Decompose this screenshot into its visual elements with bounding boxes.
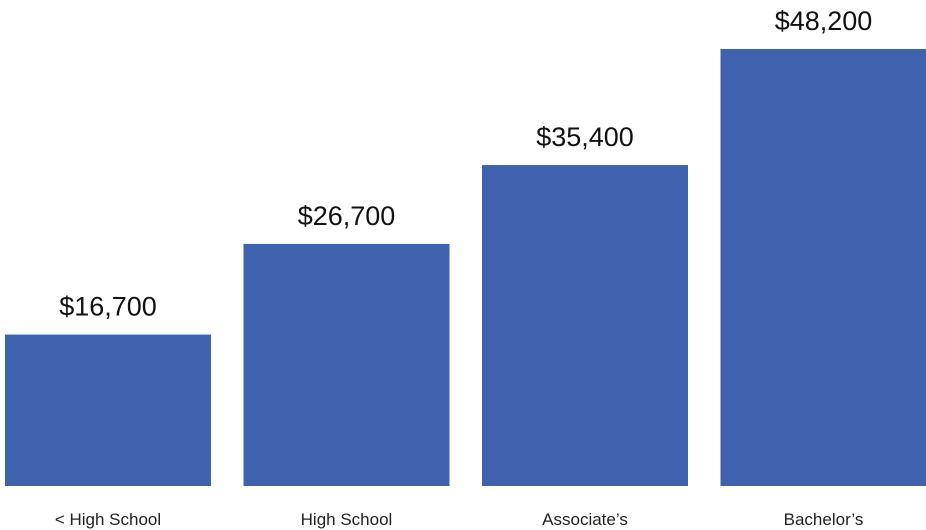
category-label-0: < High School <box>55 510 161 529</box>
bar-0 <box>5 334 211 486</box>
category-label-2: Associate’s <box>542 510 628 529</box>
category-label-3: Bachelor’s <box>784 510 864 529</box>
value-label-1: $26,700 <box>298 201 396 231</box>
category-label-1: High School <box>301 510 393 529</box>
bar-2 <box>482 165 688 486</box>
value-label-0: $16,700 <box>59 292 157 322</box>
value-label-3: $48,200 <box>775 6 873 36</box>
bars-group <box>5 49 926 486</box>
value-labels-group: $16,700 $26,700 $35,400 $48,200 <box>59 6 872 322</box>
bar-3 <box>720 49 926 486</box>
value-label-2: $35,400 <box>536 122 634 152</box>
bar-1 <box>243 243 450 486</box>
category-labels-group: < High School High School Associate’s Bache… <box>55 510 864 529</box>
